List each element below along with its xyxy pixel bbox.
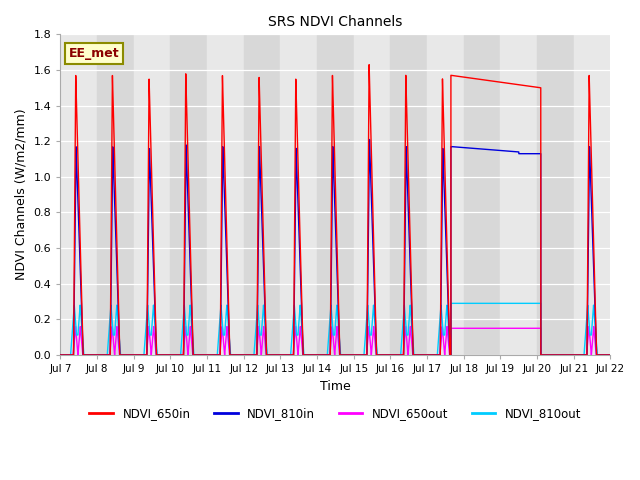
Bar [60,35,97,355]
Title: SRS NDVI Channels: SRS NDVI Channels [268,15,403,29]
Legend: NDVI_650in, NDVI_810in, NDVI_650out, NDVI_810out: NDVI_650in, NDVI_810in, NDVI_650out, NDV… [84,403,586,425]
X-axis label: Time: Time [320,380,351,393]
Bar [170,35,207,355]
Bar [244,35,280,355]
Bar [537,35,574,355]
Bar [574,35,611,355]
Y-axis label: NDVI Channels (W/m2/mm): NDVI Channels (W/m2/mm) [15,109,28,280]
Bar [97,35,134,355]
Bar [354,35,390,355]
Bar [427,35,464,355]
Bar [134,35,170,355]
Bar [280,35,317,355]
Bar [317,35,354,355]
Bar [500,35,537,355]
Text: EE_met: EE_met [68,47,119,60]
Bar [207,35,244,355]
Bar [390,35,427,355]
Bar [464,35,500,355]
